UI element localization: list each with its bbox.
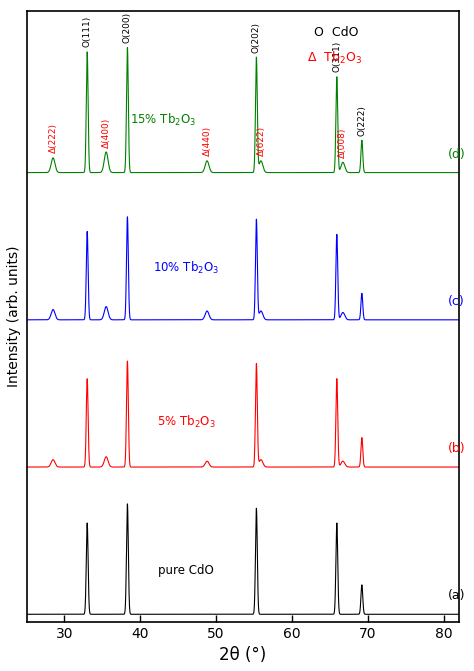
Y-axis label: Intensity (arb. units): Intensity (arb. units) (7, 246, 21, 387)
Text: pure CdO: pure CdO (158, 564, 214, 578)
Text: (b): (b) (447, 442, 465, 455)
Text: O(111): O(111) (82, 16, 91, 48)
Text: (d): (d) (447, 148, 465, 161)
Text: Δ(008): Δ(008) (338, 127, 347, 158)
X-axis label: 2θ (°): 2θ (°) (219, 646, 266, 664)
Text: 10% Tb$_2$O$_3$: 10% Tb$_2$O$_3$ (153, 260, 219, 276)
Text: O(202): O(202) (252, 21, 261, 53)
Text: Δ(622): Δ(622) (256, 126, 265, 156)
Text: 5% Tb$_2$O$_3$: 5% Tb$_2$O$_3$ (156, 414, 215, 430)
Text: Δ  Tb$_2$O$_3$: Δ Tb$_2$O$_3$ (307, 50, 362, 66)
Text: O(311): O(311) (332, 41, 341, 72)
Text: Δ(440): Δ(440) (202, 126, 211, 156)
Text: O(200): O(200) (123, 12, 132, 43)
Text: Δ(222): Δ(222) (48, 123, 57, 154)
Text: Δ(400): Δ(400) (101, 117, 110, 148)
Text: 15% Tb$_2$O$_3$: 15% Tb$_2$O$_3$ (130, 112, 196, 128)
Text: O(222): O(222) (357, 105, 366, 136)
Text: (c): (c) (447, 295, 465, 308)
Text: O  CdO: O CdO (314, 26, 359, 39)
Text: (a): (a) (447, 590, 465, 603)
